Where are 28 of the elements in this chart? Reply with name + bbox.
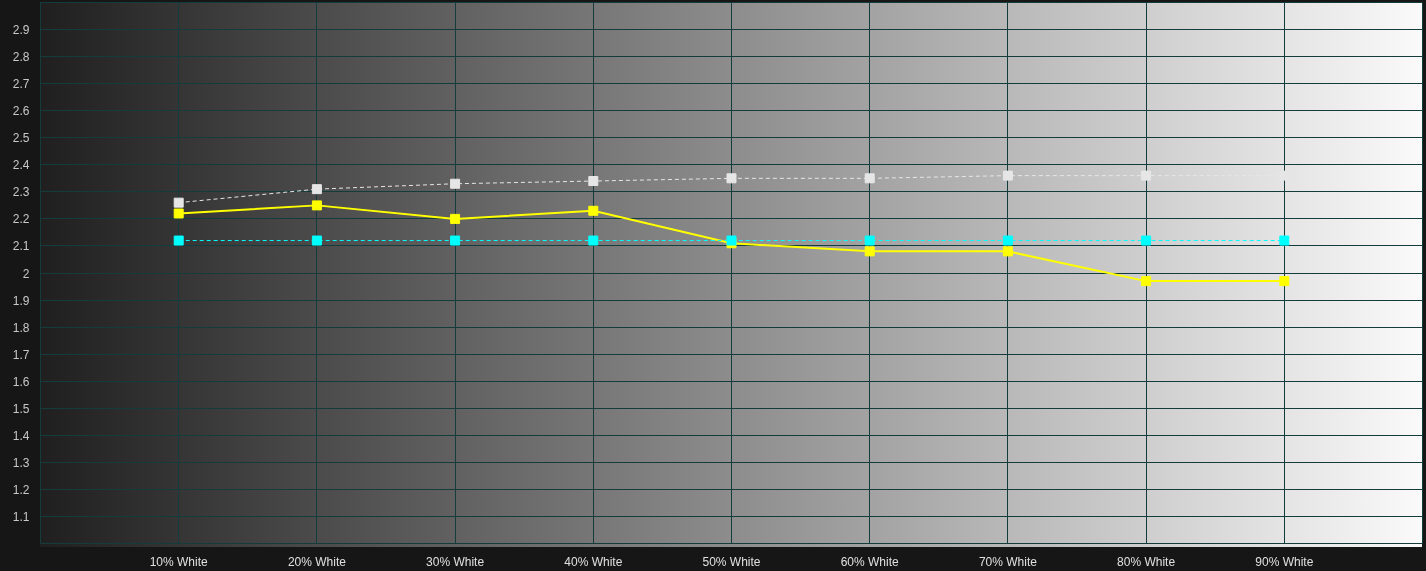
y-tick-label: 2.7 xyxy=(12,77,30,92)
y-tick-label: 1.8 xyxy=(12,320,30,335)
y-tick-label: 2.2 xyxy=(12,212,30,227)
x-tick-label: 10% White xyxy=(149,554,209,569)
x-tick-label: 60% White xyxy=(840,554,900,569)
y-tick-label: 1.9 xyxy=(12,293,30,308)
y-tick-label: 1.1 xyxy=(12,509,30,524)
y-tick-label: 1.2 xyxy=(12,482,30,497)
x-tick-label: 40% White xyxy=(564,554,623,569)
x-tick-label: 90% White xyxy=(1255,554,1314,569)
x-tick-label: 50% White xyxy=(702,554,761,569)
y-tick-label: 2.4 xyxy=(12,158,30,173)
y-tick-label: 1.4 xyxy=(12,428,30,443)
y-tick-label: 1.5 xyxy=(12,401,30,416)
y-tick-label: 2.9 xyxy=(12,23,30,38)
y-tick-label: 2 xyxy=(22,266,30,281)
y-tick-label: 2.5 xyxy=(12,131,30,146)
y-tick-label: 1.7 xyxy=(12,347,30,362)
y-tick-label: 2.1 xyxy=(12,239,30,254)
y-tick-label: 2.3 xyxy=(12,185,30,200)
x-tick-label: 30% White xyxy=(426,554,485,569)
x-tick-label: 20% White xyxy=(287,554,347,569)
y-tick-label: 2.8 xyxy=(12,50,30,65)
x-tick-label: 70% White xyxy=(978,554,1038,569)
y-tick-label: 1.3 xyxy=(12,455,30,470)
x-tick-label: 80% White xyxy=(1117,554,1176,569)
y-tick-label: 1.6 xyxy=(12,374,30,389)
y-tick-label: 2.6 xyxy=(12,104,30,119)
